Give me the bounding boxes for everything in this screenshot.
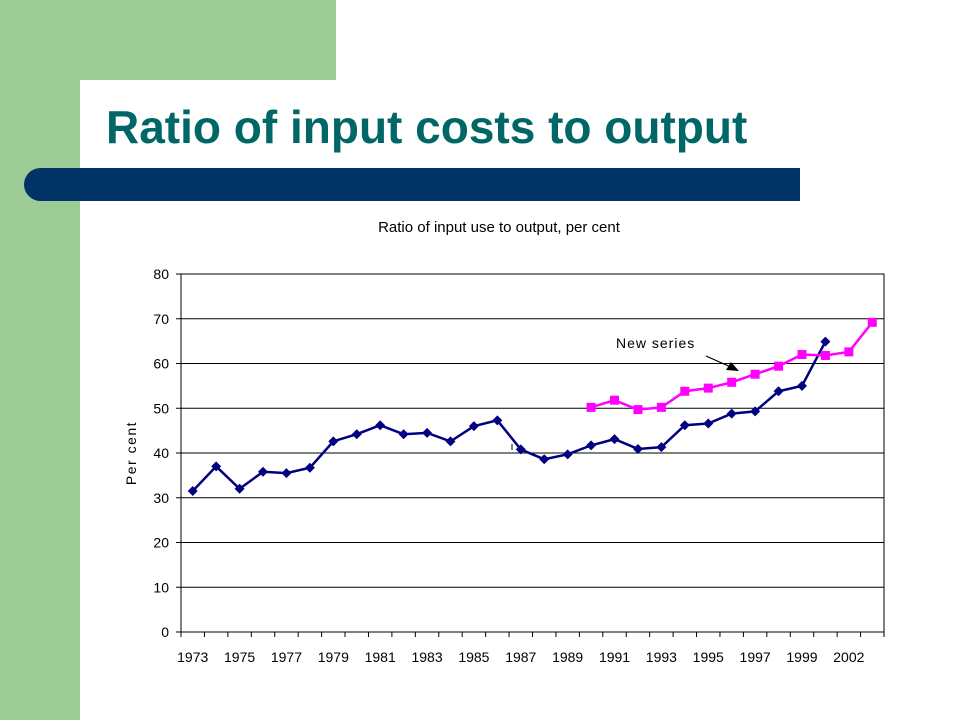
y-tick-label: 30 <box>153 490 169 506</box>
data-point <box>703 383 713 393</box>
data-point <box>539 454 550 465</box>
data-point <box>281 468 292 479</box>
y-axis-ticks: 0 10 20 30 40 50 60 70 80 <box>153 266 181 640</box>
x-tick-label: 1987 <box>505 649 536 665</box>
x-tick-label: 2002 <box>833 649 864 665</box>
x-tick-label: 1999 <box>786 649 817 665</box>
chart-gridlines <box>181 318 884 588</box>
data-point <box>351 429 362 440</box>
y-tick-label: 40 <box>153 445 169 461</box>
data-point <box>867 317 877 327</box>
data-point <box>610 395 620 405</box>
data-point <box>750 406 761 417</box>
y-tick-label: 0 <box>161 624 169 640</box>
data-point <box>328 436 339 447</box>
series-line-1 <box>191 340 827 492</box>
data-point <box>820 336 831 347</box>
x-tick-label: 1977 <box>271 649 302 665</box>
data-point <box>773 386 784 397</box>
x-tick-label: 1991 <box>599 649 630 665</box>
data-point <box>797 350 807 360</box>
annotation-arrow-head <box>726 362 739 371</box>
chart-title: Ratio of input use to output, per cent <box>378 219 621 236</box>
new-series-annotation: New series <box>616 335 695 351</box>
data-point <box>375 420 386 431</box>
data-point <box>796 380 807 391</box>
data-point <box>844 347 854 357</box>
data-point <box>515 444 526 455</box>
x-tick-label: 1985 <box>458 649 489 665</box>
data-point <box>656 442 667 453</box>
data-point <box>703 418 714 429</box>
top-decoration <box>80 0 336 80</box>
x-axis-ticks: 1973 1975 1977 1979 1981 1983 1985 1987 1989 1991… <box>177 632 885 665</box>
data-point <box>679 420 690 431</box>
sidebar-decoration <box>0 0 80 720</box>
title-underline-bar <box>24 168 800 201</box>
data-point <box>656 402 666 412</box>
data-point <box>468 421 479 432</box>
data-point <box>398 429 409 440</box>
x-tick-label: 1975 <box>224 649 255 665</box>
y-tick-label: 70 <box>153 311 169 327</box>
slide-title: Ratio of input costs to output <box>106 101 748 153</box>
data-point <box>609 434 620 445</box>
x-tick-label: 1981 <box>365 649 396 665</box>
data-point <box>632 443 643 454</box>
data-point <box>633 405 643 415</box>
x-tick-label: 1989 <box>552 649 583 665</box>
y-tick-label: 60 <box>153 356 169 372</box>
data-point <box>586 440 597 451</box>
data-point <box>750 369 760 379</box>
chart-series <box>187 317 877 497</box>
data-point <box>820 350 830 360</box>
y-tick-label: 20 <box>153 535 169 551</box>
y-tick-label: 10 <box>153 579 169 595</box>
data-point <box>726 408 737 419</box>
x-tick-label: 1983 <box>411 649 442 665</box>
y-tick-label: 80 <box>153 266 169 282</box>
data-point <box>562 449 573 460</box>
data-point <box>680 386 690 396</box>
x-tick-label: 1997 <box>740 649 771 665</box>
x-tick-label: 1979 <box>318 649 349 665</box>
data-point <box>445 436 456 447</box>
data-point <box>586 402 596 412</box>
data-point <box>234 483 245 494</box>
data-point <box>258 466 269 477</box>
data-point <box>187 486 198 497</box>
data-point <box>492 415 503 426</box>
x-tick-label: 1993 <box>646 649 677 665</box>
y-axis-label: Per cent <box>123 421 139 485</box>
x-tick-label: 1973 <box>177 649 208 665</box>
y-tick-label: 50 <box>153 400 169 416</box>
data-point <box>727 377 737 387</box>
data-point <box>774 361 784 371</box>
data-point <box>422 427 433 438</box>
x-tick-label: 1995 <box>693 649 724 665</box>
data-point <box>211 461 222 472</box>
data-point <box>304 462 315 473</box>
